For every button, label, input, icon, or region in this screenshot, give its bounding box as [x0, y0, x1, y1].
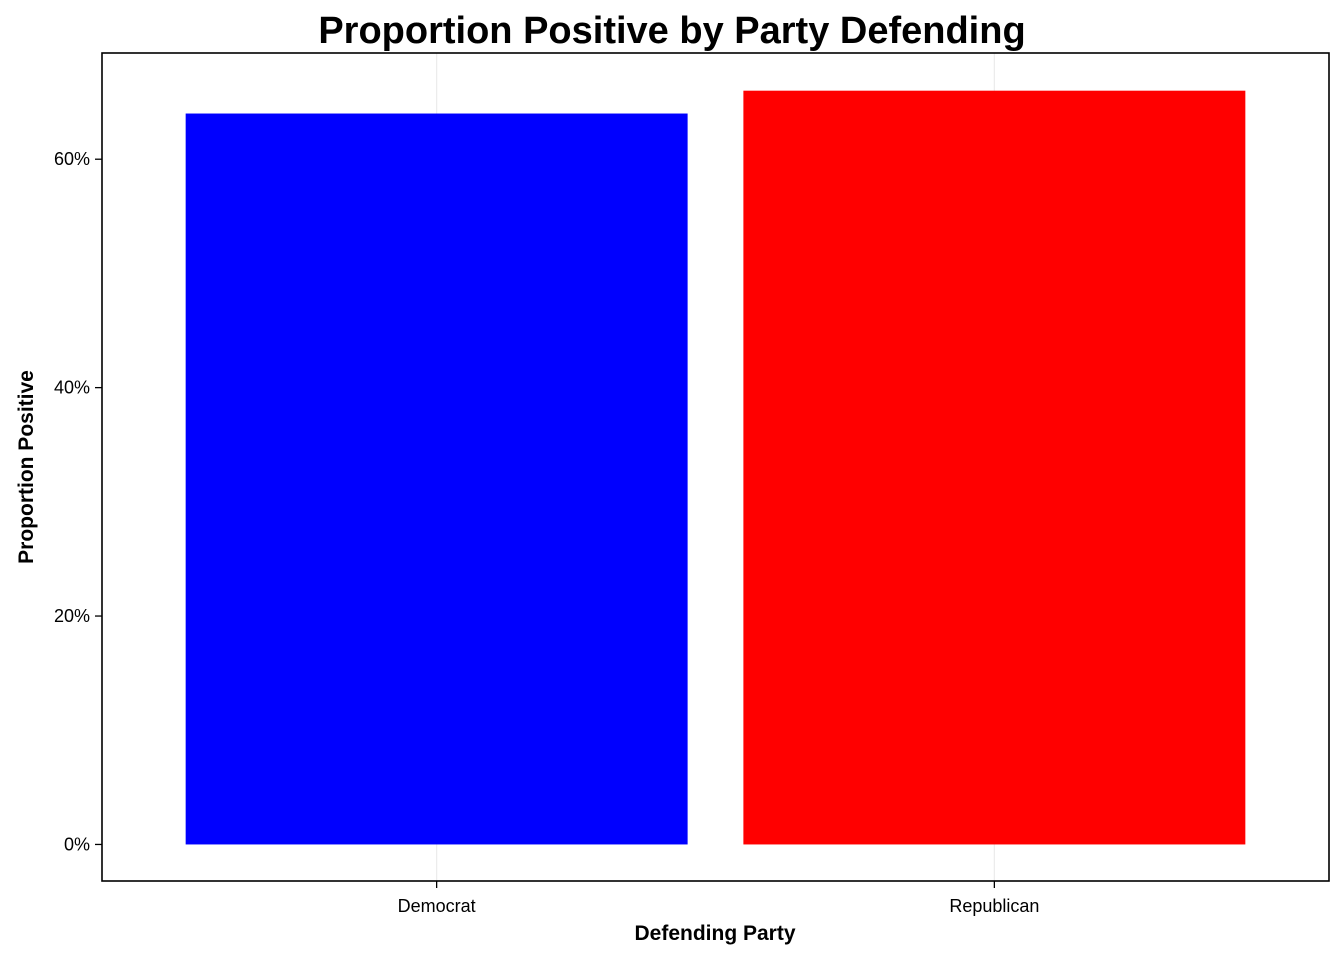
y-axis-title: Proportion Positive — [15, 370, 38, 564]
bar-republican — [743, 90, 1246, 845]
y-tick-label: 0% — [64, 834, 90, 854]
y-tick-label: 40% — [54, 378, 90, 398]
y-tick-label: 60% — [54, 149, 90, 169]
x-tick-label: Democrat — [398, 896, 476, 916]
y-tick-label: 20% — [54, 606, 90, 626]
x-tick-label: Republican — [949, 896, 1039, 916]
plot-panel-border — [101, 52, 1330, 882]
chart-title: Proportion Positive by Party Defending — [318, 10, 1025, 52]
x-axis-title: Defending Party — [634, 922, 795, 945]
x-axis: Democrat Republican — [398, 881, 1039, 916]
y-axis: 0% 20% 40% 60% — [54, 149, 102, 854]
bar-democrat — [185, 113, 688, 845]
bars — [185, 90, 1246, 845]
